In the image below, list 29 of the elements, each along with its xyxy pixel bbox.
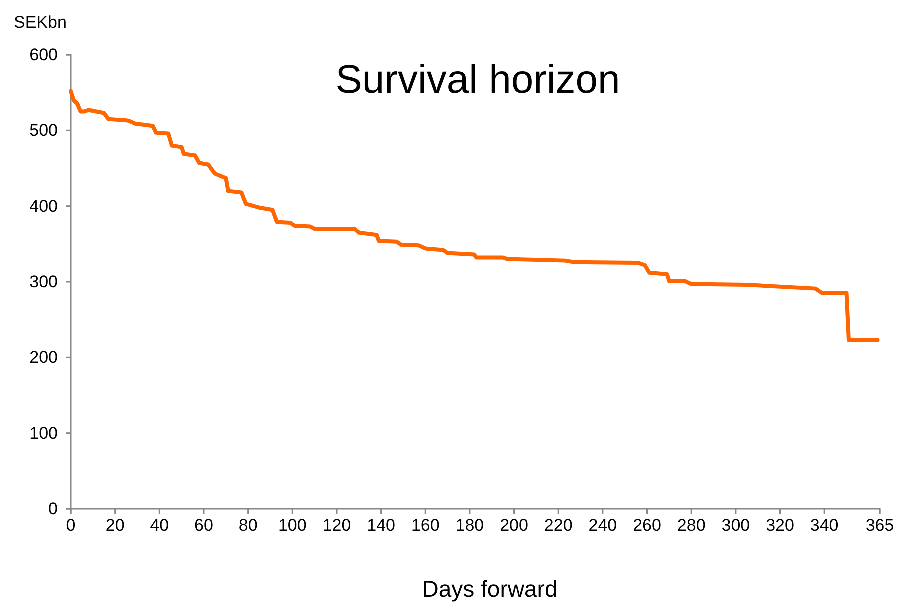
y-tick-label: 400 <box>30 196 58 216</box>
y-tick-label: 300 <box>30 272 58 292</box>
x-tick-label: 240 <box>588 516 618 536</box>
y-tick-label: 500 <box>30 121 58 140</box>
x-tick-label: 300 <box>722 516 750 536</box>
y-tick-label: 0 <box>48 499 58 518</box>
x-axis-title: Days forward <box>422 576 558 602</box>
x-tick-label: 40 <box>150 516 170 536</box>
x-tick-label: 340 <box>810 516 839 536</box>
x-tick-label: 140 <box>367 516 396 536</box>
y-axis-title: SEKbn <box>14 13 67 32</box>
chart-title: Survival horizon <box>336 58 620 102</box>
x-tick-label: 0 <box>66 516 76 536</box>
x-tick-label: 365 <box>866 516 894 536</box>
x-tick-label: 80 <box>238 516 258 536</box>
x-tick-label: 320 <box>766 516 794 536</box>
x-tick-label: 180 <box>456 516 484 536</box>
x-tick-label: 120 <box>322 516 352 536</box>
y-tick-label: 600 <box>30 45 58 64</box>
x-tick-label: 100 <box>278 516 307 536</box>
x-tick-label: 60 <box>194 516 214 536</box>
x-tick-label: 200 <box>500 516 528 536</box>
x-tick-label: 260 <box>633 516 662 536</box>
y-tick-label: 100 <box>30 424 58 443</box>
x-tick-label: 160 <box>411 516 440 536</box>
x-tick-label: 280 <box>677 516 706 536</box>
y-tick-label: 200 <box>30 348 58 368</box>
x-tick-label: 20 <box>106 516 125 536</box>
x-tick-label: 220 <box>544 516 573 536</box>
